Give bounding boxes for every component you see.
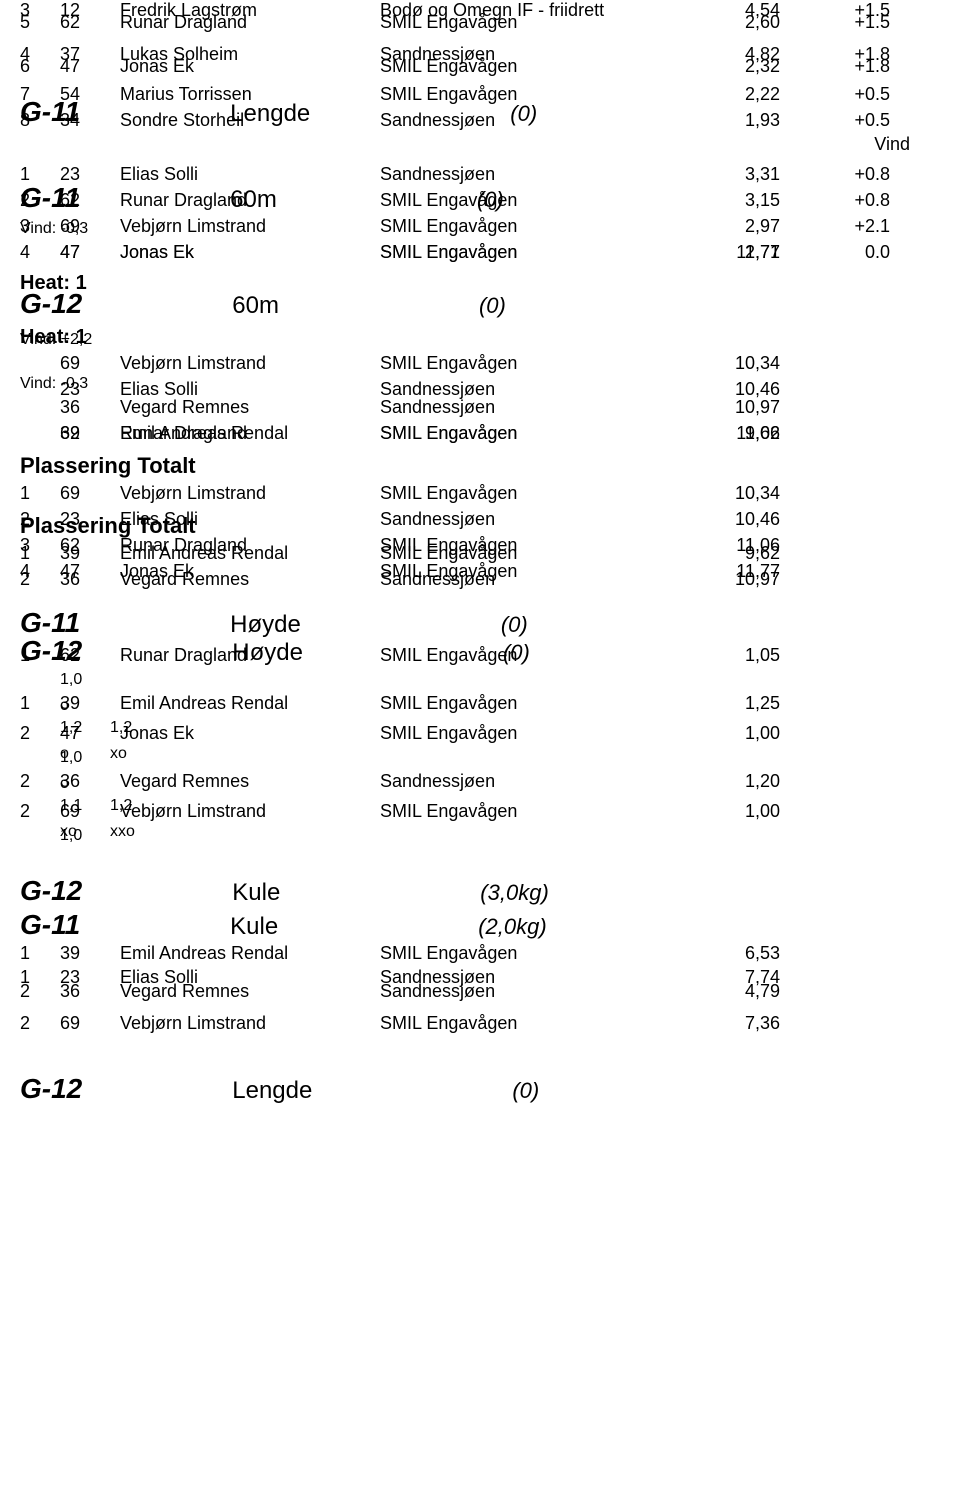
event-heading: G-12 Lengde (0) [20, 1073, 940, 1105]
result-row: 1 39 Emil Andreas Rendal SMIL Engavågen … [20, 693, 940, 719]
result-row: 4 47 Jonas Ek SMIL Engavågen 2,71 0.0 [20, 242, 940, 268]
result-row: 1 23 Elias Solli Sandnessjøen 3,31 +0.8 [20, 164, 940, 190]
result-row: 1 39 Emil Andreas Rendal SMIL Engavågen … [20, 943, 940, 969]
result-row: 39 Emil Andreas Rendal SMIL Engavågen 9,… [20, 423, 940, 449]
wind-note: Vind: -0.3 [20, 375, 940, 393]
plassering-label: Plassering Totalt [20, 513, 940, 539]
result-row: 6 47 Jonas Ek SMIL Engavågen 2,32 +1.8 [20, 56, 940, 82]
event-heading: G-12 Høyde (0) [20, 635, 940, 667]
result-row: 2 36 Vegard Remnes Sandnessjøen 4,79 [20, 981, 940, 1007]
event-heading: G-12 Kule (3,0kg) [20, 875, 940, 907]
result-row: 2 36 Vegard Remnes Sandnessjøen 1,20 [20, 771, 940, 797]
heat-label: Heat: 1 [20, 326, 940, 349]
result-row: 36 Vegard Remnes Sandnessjøen 10,97 [20, 397, 940, 423]
event-heading: G-12 60m (0) [20, 288, 940, 320]
page-layer-1: 5 62 Runar Dragland SMIL Engavågen 2,60 … [20, 12, 940, 1105]
marks-row: oxo [20, 745, 940, 771]
marks-row: xoxxo [20, 823, 940, 849]
result-row: 3 69 Vebjørn Limstrand SMIL Engavågen 2,… [20, 216, 940, 242]
wind-header: Vind [874, 134, 910, 155]
result-row: 2 62 Runar Dragland SMIL Engavågen 3,15 … [20, 190, 940, 216]
result-row: 2 36 Vegard Remnes Sandnessjøen 10,97 [20, 569, 940, 595]
result-row: 1 39 Emil Andreas Rendal SMIL Engavågen … [20, 543, 940, 569]
result-row: 5 62 Runar Dragland SMIL Engavågen 2,60 … [20, 12, 940, 38]
marks-row: 1,11,2 [20, 797, 940, 823]
marks-row: 1,21,2 [20, 719, 940, 745]
event-heading: G-11 Lengde (0) [20, 96, 940, 128]
